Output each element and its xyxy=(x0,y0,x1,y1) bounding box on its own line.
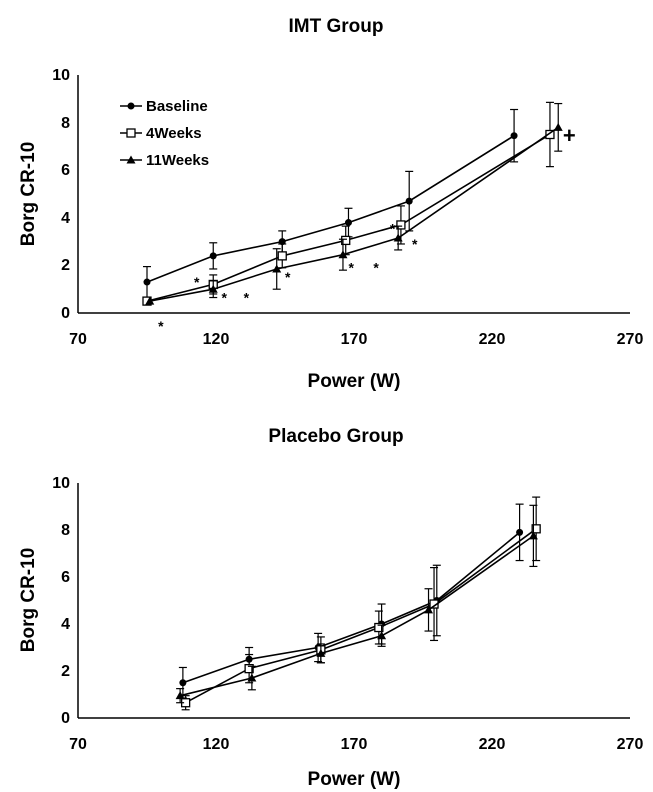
imt-x-tick: 170 xyxy=(341,331,368,348)
placebo-chart: Placebo Group 10 8 6 4 2 0 70 120 170 22… xyxy=(18,426,643,790)
imt-legend: Baseline 4Weeks 11Weeks xyxy=(120,98,209,169)
imt-series-line-baseline xyxy=(146,135,515,283)
imt-significance-asterisk: * xyxy=(222,289,228,305)
imt-point-11weeks xyxy=(553,122,563,131)
imt-series-line-4weeks xyxy=(146,133,551,302)
imt-series-line-11weeks xyxy=(149,126,559,302)
imt-significance-asterisk: * xyxy=(349,260,355,276)
imt-point-4weeks xyxy=(341,235,351,246)
imt-significance-asterisk: * xyxy=(285,269,291,285)
imt-y-axis-label: Borg CR-10 xyxy=(18,142,39,247)
placebo-point-11weeks xyxy=(424,605,434,614)
legend-label-11weeks: 11Weeks xyxy=(146,152,209,169)
imt-chart: IMT Group 10 8 6 4 2 0 70 120 170 220 27… xyxy=(18,16,643,392)
imt-significance-asterisk: * xyxy=(390,220,396,236)
placebo-point-4weeks xyxy=(244,664,254,674)
legend-label-4weeks: 4Weeks xyxy=(146,125,202,142)
imt-y-tick: 2 xyxy=(61,257,70,274)
legend-label-baseline: Baseline xyxy=(146,98,208,115)
placebo-y-tick: 4 xyxy=(61,616,70,633)
placebo-y-tick: 10 xyxy=(52,475,70,492)
placebo-y-tick: 6 xyxy=(61,569,70,586)
placebo-plot-area xyxy=(175,496,541,711)
imt-point-baseline xyxy=(278,238,286,246)
placebo-ticks: 10 8 6 4 2 0 70 120 170 220 270 xyxy=(52,475,643,753)
imt-y-tick: 4 xyxy=(61,210,70,227)
imt-point-baseline xyxy=(143,278,151,286)
imt-y-tick: 6 xyxy=(61,162,70,179)
imt-y-tick: 8 xyxy=(61,115,70,132)
placebo-point-4weeks xyxy=(374,622,384,633)
placebo-point-baseline xyxy=(179,679,187,687)
imt-significance-asterisk: * xyxy=(373,260,379,276)
imt-y-tick: 0 xyxy=(61,305,70,322)
imt-title: IMT Group xyxy=(289,16,384,37)
placebo-y-tick: 2 xyxy=(61,663,70,680)
imt-x-tick: 120 xyxy=(203,331,230,348)
imt-point-4weeks xyxy=(396,220,406,230)
imt-point-4weeks xyxy=(277,251,287,261)
placebo-point-11weeks xyxy=(316,648,326,657)
legend-marker-baseline xyxy=(127,102,135,110)
placebo-series-line-4weeks xyxy=(185,528,537,704)
placebo-x-tick: 220 xyxy=(479,736,506,753)
imt-significance-asterisk: * xyxy=(412,236,418,252)
placebo-point-baseline xyxy=(516,528,524,536)
imt-significance-asterisk: * xyxy=(194,274,200,290)
imt-point-11weeks xyxy=(145,296,155,305)
placebo-title: Placebo Group xyxy=(268,426,403,447)
imt-ticks: 10 8 6 4 2 0 70 120 170 220 270 xyxy=(52,67,643,348)
placebo-series-line-baseline xyxy=(182,531,521,684)
placebo-series-line-11weeks xyxy=(179,535,534,697)
imt-point-4weeks xyxy=(545,129,555,140)
placebo-x-tick: 120 xyxy=(203,736,230,753)
imt-point-11weeks xyxy=(338,250,348,259)
placebo-point-11weeks xyxy=(377,631,387,640)
imt-significance-asterisk: * xyxy=(158,318,164,334)
placebo-y-tick: 8 xyxy=(61,522,70,539)
imt-y-tick: 10 xyxy=(52,67,70,84)
placebo-point-4weeks xyxy=(531,524,541,534)
imt-point-11weeks xyxy=(272,264,282,273)
imt-point-baseline xyxy=(405,197,413,205)
imt-significance-asterisk: * xyxy=(244,289,250,305)
imt-significance-plus: + xyxy=(563,123,576,148)
legend-marker-11weeks xyxy=(126,155,136,164)
placebo-x-tick: 270 xyxy=(617,736,644,753)
imt-point-baseline xyxy=(344,219,352,227)
imt-plot-area: * * * * * * * * * + xyxy=(142,101,576,334)
imt-point-11weeks xyxy=(393,233,403,242)
placebo-point-11weeks xyxy=(528,531,538,540)
imt-x-axis-label: Power (W) xyxy=(308,371,401,392)
imt-x-tick: 70 xyxy=(69,331,87,348)
placebo-point-11weeks xyxy=(247,673,257,682)
placebo-x-tick: 70 xyxy=(69,736,87,753)
placebo-x-tick: 170 xyxy=(341,736,368,753)
imt-point-baseline xyxy=(209,252,217,260)
imt-point-baseline xyxy=(510,132,518,140)
placebo-x-axis-label: Power (W) xyxy=(308,769,401,790)
imt-x-tick: 270 xyxy=(617,331,644,348)
imt-x-tick: 220 xyxy=(479,331,506,348)
placebo-y-tick: 0 xyxy=(61,710,70,727)
imt-point-11weeks xyxy=(208,284,218,293)
placebo-y-axis-label: Borg CR-10 xyxy=(18,548,39,653)
placebo-point-11weeks xyxy=(175,691,185,700)
legend-marker-4weeks xyxy=(126,128,136,138)
